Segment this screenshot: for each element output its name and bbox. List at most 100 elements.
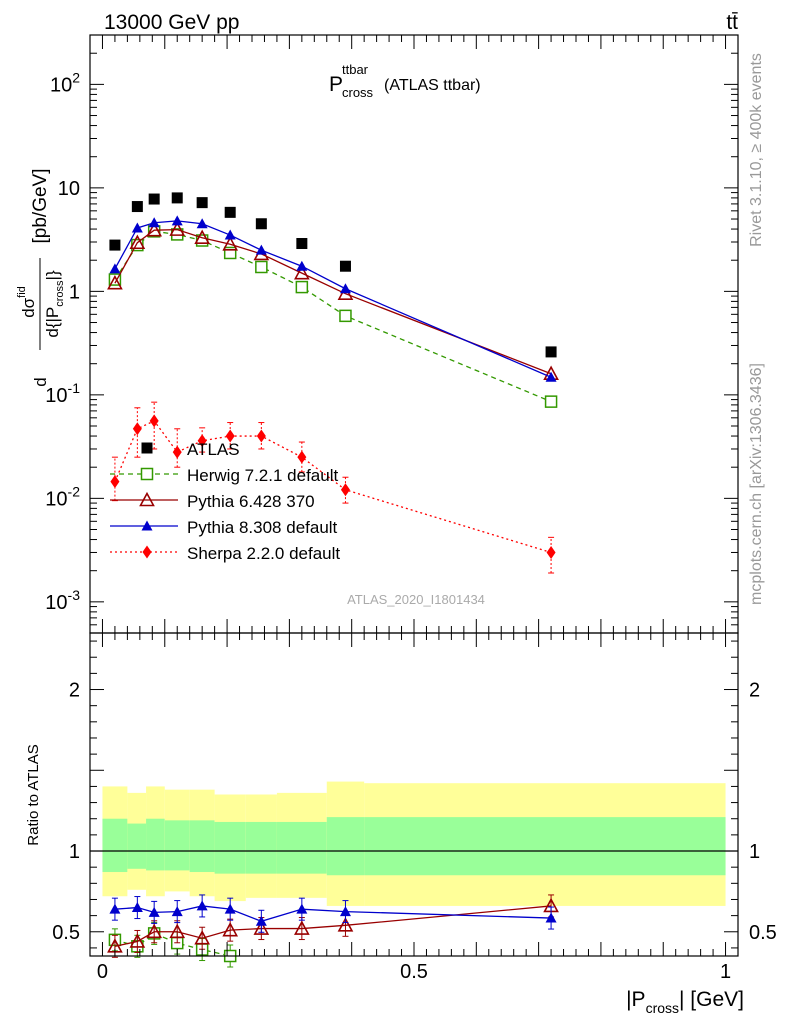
pythia-8-308-default-point [224,229,236,240]
sherpa-2-2-0-default-point [149,414,159,428]
legend-label-pythia-6-428-370: Pythia 6.428 370 [187,492,315,511]
ratio-pythia-8-308-default-point [131,902,143,913]
pythia-8-308-default-point [196,218,208,229]
pythia-8-308-default-point [255,244,267,255]
pythia-8-308-default-point [148,217,160,228]
herwig-7-2-1-default-point [544,395,558,408]
ratio-band-inner [127,823,147,869]
pythia-6-428-370-point [294,264,310,280]
atlas-point [545,346,557,358]
ratio-band-inner [245,821,277,874]
legend-marker-sherpa-2-2-0-default [142,545,152,559]
main-panel-data [107,192,559,574]
ratio-band-inner [146,818,165,871]
atlas-point [339,260,351,272]
main-panel-title: P [329,73,343,96]
atlas-point [109,239,121,251]
legend-label-sherpa-2-2-0-default: Sherpa 2.2.0 default [187,544,340,563]
main-y-tick-label: 10-2 [45,483,80,510]
herwig-7-2-1-default-point [255,260,268,274]
x-tick-label: 1 [720,961,731,983]
ylabel-d: d [31,377,50,386]
ratio-pythia-8-308-default-point [296,903,308,914]
ratio-pythia-6-428-370-point [146,923,163,939]
pythia-8-308-default-point [545,371,557,382]
atlas-point [196,197,208,209]
ratio-pythia-8-308-default-point [224,903,236,914]
pythia-8-308-default-point [109,263,121,274]
main-y-tick-label: 10 [58,178,80,200]
ratio-pythia-6-428-370-point [129,933,146,948]
legend-marker-herwig-7-2-1-default [140,467,154,481]
pythia-6-428-370-point [194,229,210,245]
ratio-pythia-6-428-370-point [169,923,186,939]
ratio-band-inner [102,818,128,873]
legend-marker-atlas [141,442,153,454]
main-y-tick-label: 10-3 [45,587,80,614]
atlas-point [296,238,308,250]
ratio-pythia-8-308-default-point [545,912,557,923]
pythia-6-428-370-point [129,234,146,250]
sherpa-2-2-0-default-point [256,429,266,443]
legend: ATLAS Herwig 7.2.1 default Pythia 6.428 37… [110,440,340,563]
herwig-7-2-1-default-line [114,230,552,403]
sherpa-2-2-0-default-point [225,429,235,443]
main-panel-title-sub: cross [342,85,374,100]
pythia-6-428-370-point [107,274,123,290]
ratio-pythia-8-308-default-point [255,915,267,926]
ratio-y-tick-label: 2 [69,680,80,702]
ratio-pythia-6-428-370-point [294,920,310,935]
ratio-band-inner [364,817,726,876]
atlas-point [224,206,236,218]
ratio-panel-axes: 0.5 0.5 1 1 2 2 0 0.5 1 [52,633,777,983]
legend-label-atlas: ATLAS [187,440,240,459]
ratio-band-inner [326,817,365,876]
sherpa-2-2-0-default-point [172,445,182,459]
atlas-point [131,201,143,213]
ratio-pythia-8-308-default-point [109,903,121,914]
sherpa-2-2-0-default-point [197,434,207,448]
legend-label-herwig-7-2-1-default: Herwig 7.2.1 default [187,466,338,485]
ratio-y-tick-label: 1 [69,841,80,863]
ratio-pythia-8-308-default-point [339,906,351,917]
legend-marker-pythia-6-428-370 [139,491,155,507]
pythia-8-308-default-point [296,260,308,271]
main-panel-title-sup: ttbar [342,62,369,77]
ratio-y-axis-label: Ratio to ATLAS [25,744,42,845]
pythia-6-428-370-line [114,228,552,375]
atlas-point [171,192,183,204]
pythia-8-308-default-point [339,283,351,294]
sherpa-2-2-0-default-point [297,450,307,464]
pythia-6-428-370-point [146,222,163,237]
x-tick-label: 0 [97,961,108,983]
herwig-7-2-1-default-point [223,246,237,260]
ratio-band-inner [164,820,190,871]
ratio-pythia-6-428-370-point [222,921,239,937]
main-y-tick-label: 1 [69,281,80,303]
ratio-pythia-6-428-370-point [194,930,210,945]
sherpa-2-2-0-default-point [110,475,120,489]
main-y-tick-label: 102 [50,69,80,96]
sherpa-2-2-0-default-line [114,420,552,554]
x-axis-label: |Pcross| [GeV] [626,988,744,1016]
ratio-y-tick-label-right: 0.5 [749,922,777,944]
ratio-y-tick-label: 0.5 [52,922,80,944]
ratio-band-inner [276,821,327,874]
herwig-7-2-1-default-point [339,309,352,323]
main-panel-title-rest: (ATLAS ttbar) [384,77,481,94]
pythia-8-308-default-line [114,220,552,378]
ratio-pythia-8-308-default-point [171,906,183,917]
ratio-pythia-6-428-370-line [114,905,552,947]
sherpa-2-2-0-default-point [546,545,556,559]
atlas-point [148,193,160,205]
ratio-band-inner [214,821,246,874]
pythia-8-308-default-point [171,215,183,226]
sherpa-2-2-0-default-point [340,483,350,497]
main-panel-axes: 10-3 10-2 10-1 1 10 102 [45,34,738,634]
main-y-tick-label: 10-1 [45,380,80,407]
pythia-6-428-370-point [222,236,239,251]
sherpa-2-2-0-default-point [132,422,142,436]
mcplots-credit-label: mcplots.cern.ch [arXiv:1306.3436] [748,363,765,605]
ratio-pythia-8-308-default-point [196,900,208,911]
